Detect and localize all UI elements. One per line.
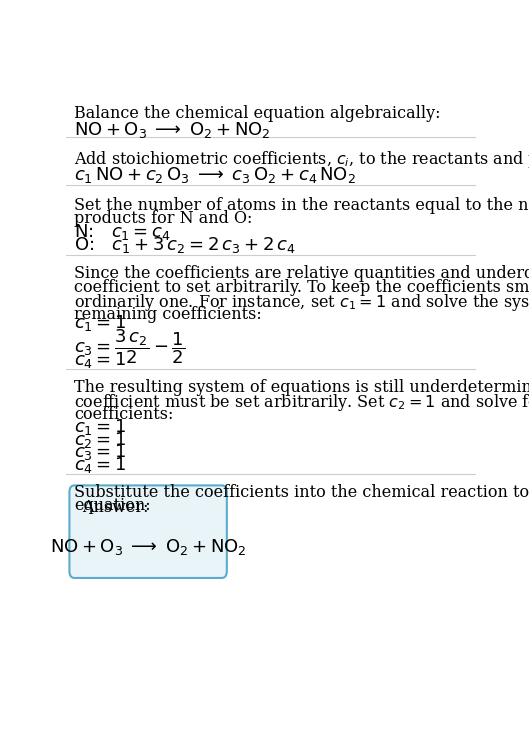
Text: $\mathrm{NO + O_3 \;\longrightarrow\; O_2 + NO_2}$: $\mathrm{NO + O_3 \;\longrightarrow\; O_… — [50, 538, 247, 557]
Text: Answer:: Answer: — [81, 500, 148, 516]
Text: coefficients:: coefficients: — [74, 406, 174, 423]
Text: $\mathrm{NO + O_3 \;\longrightarrow\; O_2 + NO_2}$: $\mathrm{NO + O_3 \;\longrightarrow\; O_… — [74, 120, 271, 140]
Text: remaining coefficients:: remaining coefficients: — [74, 305, 262, 323]
Text: coefficient to set arbitrarily. To keep the coefficients small, the arbitrary va: coefficient to set arbitrarily. To keep … — [74, 279, 529, 296]
Text: ordinarily one. For instance, set $c_1 = 1$ and solve the system of equations fo: ordinarily one. For instance, set $c_1 =… — [74, 292, 529, 313]
Text: $c_3 = \dfrac{3\,c_2}{2} - \dfrac{1}{2}$: $c_3 = \dfrac{3\,c_2}{2} - \dfrac{1}{2}$ — [74, 327, 186, 367]
Text: coefficient must be set arbitrarily. Set $c_2 = 1$ and solve for the remaining: coefficient must be set arbitrarily. Set… — [74, 392, 529, 414]
Text: Balance the chemical equation algebraically:: Balance the chemical equation algebraica… — [74, 105, 441, 122]
Text: $c_1 = 1$: $c_1 = 1$ — [74, 313, 126, 333]
Text: products for N and O:: products for N and O: — [74, 210, 253, 227]
FancyBboxPatch shape — [69, 485, 227, 578]
Text: $c_2 = 1$: $c_2 = 1$ — [74, 429, 126, 450]
Text: Since the coefficients are relative quantities and underdetermined, choose a: Since the coefficients are relative quan… — [74, 265, 529, 282]
Text: $c_3 = 1$: $c_3 = 1$ — [74, 442, 126, 463]
Text: The resulting system of equations is still underdetermined, so an additional: The resulting system of equations is sti… — [74, 379, 529, 396]
Text: Substitute the coefficients into the chemical reaction to obtain the balanced: Substitute the coefficients into the che… — [74, 484, 529, 500]
Text: $c_1\,\mathrm{NO} + c_2\,\mathrm{O_3} \;\longrightarrow\; c_3\,\mathrm{O_2} + c_: $c_1\,\mathrm{NO} + c_2\,\mathrm{O_3} \;… — [74, 166, 357, 185]
Text: Set the number of atoms in the reactants equal to the number of atoms in the: Set the number of atoms in the reactants… — [74, 197, 529, 214]
Text: $c_4 = 1$: $c_4 = 1$ — [74, 350, 126, 370]
Text: Add stoichiometric coefficients, $c_i$, to the reactants and products:: Add stoichiometric coefficients, $c_i$, … — [74, 149, 529, 170]
Text: $c_4 = 1$: $c_4 = 1$ — [74, 455, 126, 475]
Text: $c_1 = 1$: $c_1 = 1$ — [74, 417, 126, 437]
Text: $\mathrm{O}\colon\quad c_1 + 3\,c_2 = 2\,c_3 + 2\,c_4$: $\mathrm{O}\colon\quad c_1 + 3\,c_2 = 2\… — [74, 235, 296, 255]
Text: equation:: equation: — [74, 497, 151, 514]
Text: $\mathrm{N}\colon\quad c_1 = c_4$: $\mathrm{N}\colon\quad c_1 = c_4$ — [74, 222, 171, 242]
